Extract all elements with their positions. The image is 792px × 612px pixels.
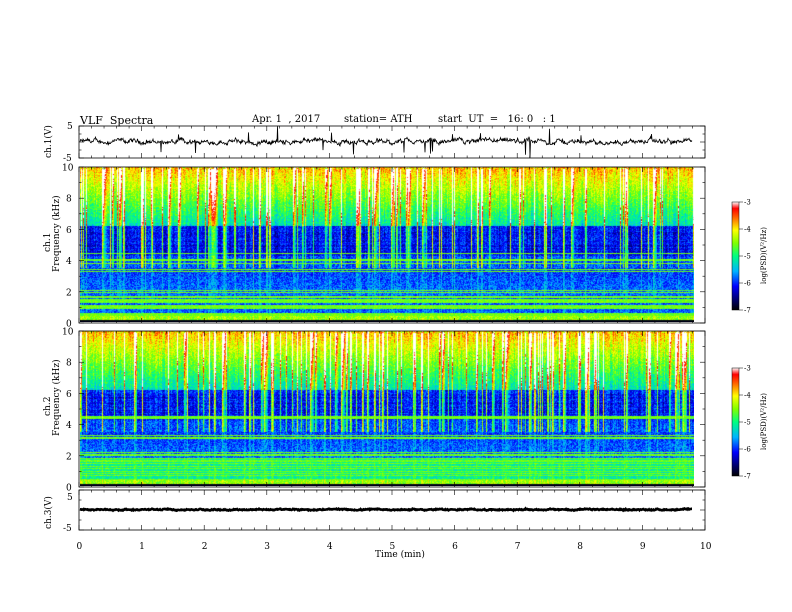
ch1-colorbar-gradient <box>731 201 740 311</box>
time-tick-label: 5 <box>390 542 396 552</box>
colorbar-tick-label: -4 <box>744 226 751 234</box>
time-tick-label: 4 <box>327 542 333 552</box>
date-label: Apr. 1 , 2017 <box>252 114 321 125</box>
ch3-waveform-ticks <box>78 489 706 531</box>
station-label: station= ATH <box>344 114 413 125</box>
time-tick-label: 9 <box>640 542 646 552</box>
ch1-frequency-ylabel: Frequency (kHz) <box>51 195 62 272</box>
ch3-ytick-bottom: -5 <box>63 524 72 534</box>
frequency-tick-label: 6 <box>66 226 72 236</box>
time-tick-label: 1 <box>139 542 145 552</box>
ch2-colorbar-label: log(PSD)(V²/Hz) <box>760 393 768 450</box>
ch2-channel-label: ch.2 <box>43 397 53 416</box>
frequency-tick-label: 4 <box>66 421 72 431</box>
colorbar-tick-label: -3 <box>744 199 751 207</box>
ch2-spectrogram <box>80 331 694 486</box>
frequency-tick-label: 4 <box>66 257 72 267</box>
colorbar-tick-label: -7 <box>744 473 751 481</box>
time-tick-label: 0 <box>77 542 83 552</box>
ch1-colorbar-label: log(PSD)(V²/Hz) <box>760 227 768 284</box>
ch1-waveform-line <box>79 126 693 158</box>
ch1-colorbar: -3 -4 -5 -6 -7 log(PSD)(V²/Hz) <box>731 199 768 315</box>
ch1-waveform-ticks <box>78 125 706 159</box>
ch3-waveform-ylabel: ch.3(V) <box>43 496 54 529</box>
frequency-tick-label: 2 <box>66 288 72 298</box>
time-tick-label: 6 <box>452 542 458 552</box>
ch3-waveform-line <box>80 506 692 513</box>
ch1-colorbar-ticks: -3 -4 -5 -6 -7 <box>739 199 751 315</box>
ch2-colorbar-ticks: -3 -4 -5 -6 -7 <box>739 365 751 481</box>
ch2-colorbar: -3 -4 -5 -6 -7 log(PSD)(V²/Hz) <box>731 365 768 481</box>
time-tick-label: 7 <box>515 542 521 552</box>
frequency-tick-label: 2 <box>66 452 72 462</box>
ch2-spectrogram-ticks <box>78 330 706 488</box>
colorbar-tick-label: -6 <box>744 446 751 454</box>
colorbar-tick-label: -6 <box>744 280 751 288</box>
title: VLF Spectra <box>80 114 154 127</box>
ch1-spectrogram-yticklabels: 0 2 4 6 8 10 <box>62 164 74 330</box>
ch2-spectrogram-panel: 0 2 4 6 8 10 ch.2 Frequency (kHz) <box>43 328 706 494</box>
start-time-label: start UT = 16: 0 : 1 <box>438 114 556 125</box>
ch1-spectrogram-panel: 0 2 4 6 8 10 ch.1 Frequency (kHz) <box>43 164 706 330</box>
ch1-waveform-panel: 5 -5 ch.1(V) <box>43 122 706 164</box>
ch2-spectrogram-yticklabels: 0 2 4 6 8 10 <box>62 328 74 494</box>
ch1-spectrogram-ticks <box>78 166 706 324</box>
ch3-ytick-top: 5 <box>67 493 73 503</box>
frequency-tick-label: 0 <box>66 320 72 330</box>
colorbar-tick-label: -4 <box>744 392 751 400</box>
frequency-tick-label: 8 <box>66 195 72 205</box>
ch1-spectrogram <box>80 167 694 322</box>
colorbar-tick-label: -5 <box>744 253 751 261</box>
ch1-ytick-top: 5 <box>67 122 73 132</box>
ch2-spectrogram-frame <box>78 330 706 488</box>
frequency-tick-label: 10 <box>62 328 74 338</box>
ch2-colorbar-gradient <box>731 367 740 477</box>
ch3-waveform-panel: 5 -5 ch.3(V) <box>43 489 706 534</box>
frequency-tick-label: 0 <box>66 484 72 494</box>
frequency-tick-label: 8 <box>66 359 72 369</box>
ch1-spectrogram-frame <box>78 166 706 324</box>
colorbar-tick-label: -5 <box>744 419 751 427</box>
time-tick-label: 8 <box>577 542 583 552</box>
ch2-frequency-ylabel: Frequency (kHz) <box>51 359 62 436</box>
x-axis-tick-labels: 0 1 2 3 4 5 6 7 8 9 10 <box>77 542 712 552</box>
colorbar-tick-label: -3 <box>744 365 751 373</box>
x-axis-label: Time (min) <box>375 549 425 560</box>
frequency-tick-label: 10 <box>62 164 74 174</box>
ch1-channel-label: ch.1 <box>43 233 53 252</box>
colorbar-tick-label: -7 <box>744 307 751 315</box>
ch1-waveform-ylabel: ch.1(V) <box>43 125 54 158</box>
time-tick-label: 2 <box>202 542 208 552</box>
ch1-ytick-bottom: -5 <box>63 154 72 164</box>
frequency-tick-label: 6 <box>66 390 72 400</box>
time-tick-label: 3 <box>264 542 270 552</box>
time-tick-label: 10 <box>700 542 712 552</box>
